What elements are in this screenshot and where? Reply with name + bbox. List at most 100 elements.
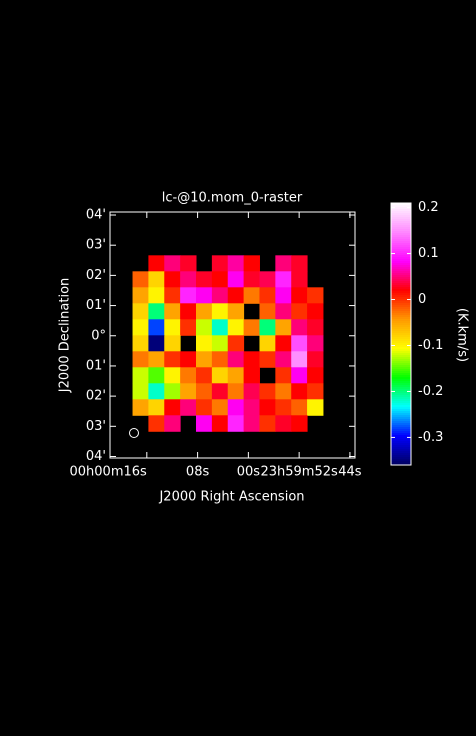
x-tick-label: 08s	[186, 465, 210, 480]
colorbar-strip	[391, 407, 411, 410]
raster-cell	[180, 271, 197, 288]
raster-cell	[275, 271, 292, 288]
colorbar-strip	[391, 315, 411, 318]
x-tick-label: 00s	[237, 465, 261, 480]
colorbar-strip	[391, 415, 411, 418]
raster-cell	[180, 399, 197, 416]
colorbar-strip	[391, 427, 411, 430]
raster-cell	[132, 271, 149, 288]
raster-cell	[227, 351, 245, 368]
raster-cell	[307, 303, 324, 320]
x-tick-label: 44s	[338, 465, 362, 480]
colorbar-strip	[391, 217, 411, 220]
raster-cell	[164, 335, 181, 352]
raster-cell	[227, 271, 245, 288]
raster-cell	[307, 367, 324, 384]
raster-cell	[227, 415, 245, 432]
colorbar-strip	[391, 433, 411, 436]
colorbar-strip	[391, 311, 411, 314]
raster-cell	[180, 287, 197, 304]
colorbar-strip	[391, 211, 411, 214]
colorbar-strip	[391, 207, 411, 210]
colorbar-strip	[391, 439, 411, 442]
raster-cell	[148, 287, 165, 304]
raster-cell	[164, 399, 181, 416]
colorbar-strip	[391, 343, 411, 346]
colorbar-strip	[391, 451, 411, 454]
raster-cell	[259, 415, 276, 432]
colorbar-strip	[391, 283, 411, 286]
raster-cell	[180, 351, 197, 368]
colorbar-strip	[391, 243, 411, 246]
colorbar-strip	[391, 361, 411, 364]
raster-cell	[148, 271, 165, 288]
colorbar-strip	[391, 317, 411, 320]
raster-cell	[291, 383, 308, 400]
raster-cell	[227, 303, 245, 320]
colorbar-strip	[391, 431, 411, 434]
colorbar-strip	[391, 403, 411, 406]
colorbar-strip	[391, 393, 411, 396]
raster-cell	[211, 335, 229, 352]
raster-cell	[196, 383, 213, 400]
colorbar-strip	[391, 289, 411, 292]
colorbar-strip	[391, 425, 411, 428]
raster-cell	[148, 303, 165, 320]
raster-cell	[243, 255, 260, 272]
colorbar-strip	[391, 277, 411, 280]
raster-cell	[243, 271, 260, 288]
raster-cell	[259, 383, 276, 400]
y-tick-label: 03'	[86, 419, 106, 434]
colorbar-strip	[391, 389, 411, 392]
x-tick-label: 23h59m52s	[260, 465, 338, 480]
raster-cell	[211, 287, 229, 304]
raster-cell	[211, 367, 229, 384]
raster-cell	[243, 319, 260, 336]
raster-cell	[227, 383, 245, 400]
raster-cell	[148, 367, 165, 384]
colorbar-strip	[391, 369, 411, 372]
colorbar-strip	[391, 299, 411, 302]
raster-cell	[196, 415, 213, 432]
raster-cell	[291, 335, 308, 352]
colorbar-strip	[391, 287, 411, 290]
raster-cell	[275, 319, 292, 336]
raster-cell	[164, 303, 181, 320]
colorbar-strip	[391, 297, 411, 300]
colorbar-strip	[391, 333, 411, 336]
raster-cell	[148, 383, 165, 400]
colorbar-tick-label: 0	[418, 292, 426, 307]
colorbar-strip	[391, 285, 411, 288]
raster-cell	[227, 367, 245, 384]
colorbar-strip	[391, 435, 411, 438]
y-tick-label: 04'	[86, 208, 106, 223]
raster-cell	[259, 303, 276, 320]
colorbar-strip	[391, 463, 411, 466]
colorbar-strip	[391, 323, 411, 326]
colorbar-strip	[391, 381, 411, 384]
raster-cell	[275, 415, 292, 432]
colorbar-strip	[391, 215, 411, 218]
raster-cell	[275, 303, 292, 320]
colorbar-strip	[391, 325, 411, 328]
colorbar-tick-label: 0.2	[418, 200, 439, 215]
colorbar-tick-label: 0.1	[418, 246, 439, 261]
colorbar-strip	[391, 269, 411, 272]
colorbar-strip	[391, 441, 411, 444]
colorbar-strip	[391, 273, 411, 276]
colorbar-strip	[391, 213, 411, 216]
raster-cell	[307, 287, 324, 304]
raster-cell	[291, 415, 308, 432]
raster-cell	[132, 351, 149, 368]
colorbar-strip	[391, 387, 411, 390]
colorbar-strip	[391, 223, 411, 226]
colorbar-strip	[391, 293, 411, 296]
colorbar-strip	[391, 309, 411, 312]
colorbar-strip	[391, 263, 411, 266]
raster-cell	[211, 351, 229, 368]
colorbar	[391, 203, 411, 466]
colorbar-strip	[391, 385, 411, 388]
colorbar-strip	[391, 417, 411, 420]
y-tick-label: 03'	[86, 238, 106, 253]
raster-cell	[211, 303, 229, 320]
